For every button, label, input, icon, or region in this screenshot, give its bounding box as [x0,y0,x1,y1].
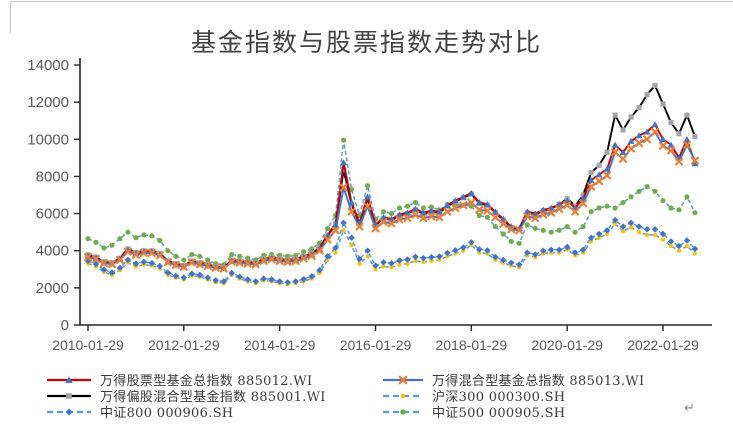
svg-text:2012-01-29: 2012-01-29 [148,337,220,353]
series-885013.WI [83,127,699,273]
svg-text:0: 0 [61,317,69,334]
paragraph-return-mark: ↵ [684,401,695,416]
axes: 0 2000 4000 6000 8000 10000 12000 14000 2010-01-… [27,57,712,353]
svg-text:4000: 4000 [36,243,69,260]
svg-text:8000: 8000 [36,168,69,185]
series-000905.SH [85,137,698,268]
svg-text:10000: 10000 [27,131,69,148]
svg-text:2000: 2000 [36,280,69,297]
svg-text:2020-01-29: 2020-01-29 [531,337,603,353]
page-top-border [10,1,733,2]
svg-text:2016-01-29: 2016-01-29 [340,337,412,353]
svg-text:2018-01-29: 2018-01-29 [436,337,508,353]
series-000906.SH [84,216,699,286]
svg-text:2014-01-29: 2014-01-29 [244,337,316,353]
svg-text:2022-01-29: 2022-01-29 [627,337,699,353]
series-885012.WI [84,121,699,272]
svg-text:12000: 12000 [27,94,69,111]
svg-text:14000: 14000 [27,57,69,74]
svg-text:6000: 6000 [36,206,69,223]
svg-text:2010-01-29: 2010-01-29 [52,337,124,353]
chart-title: 基金指数与股票指数走势对比 [190,28,542,57]
page-left-border-stub [10,1,11,33]
